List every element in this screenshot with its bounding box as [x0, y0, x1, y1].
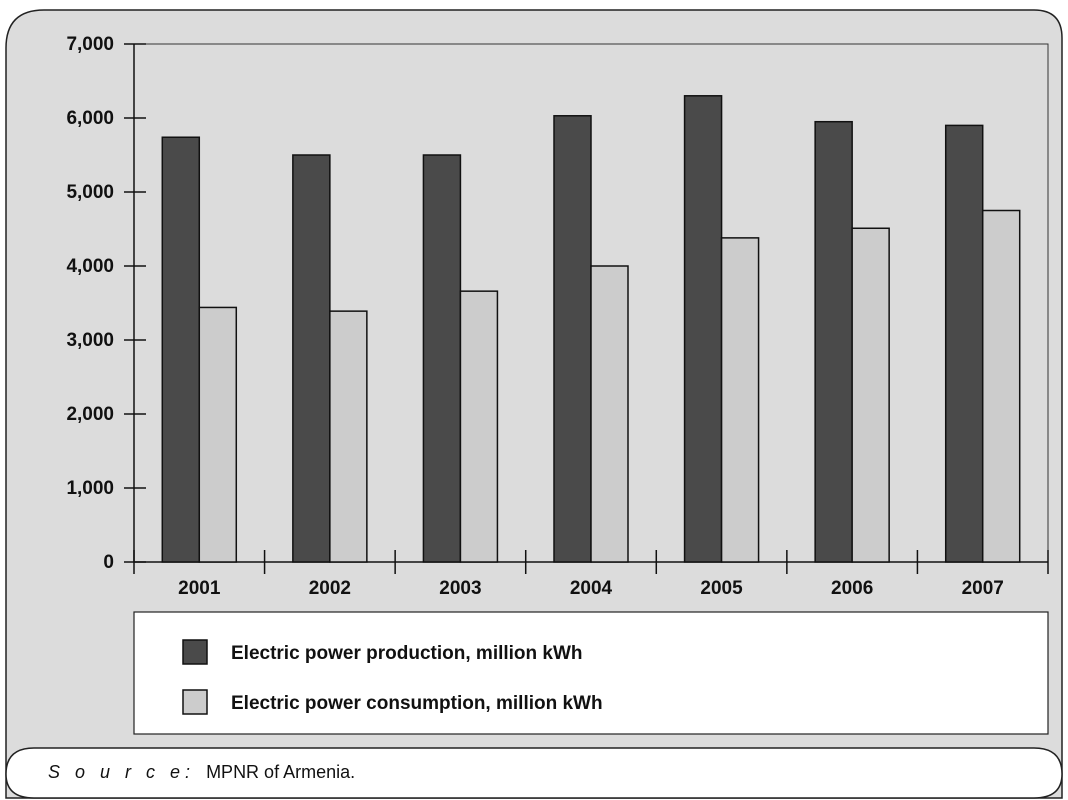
- y-tick-label: 7,000: [66, 34, 114, 55]
- bar-consumption-2001: [198, 306, 238, 563]
- bar-consumption-2007: [981, 209, 1021, 563]
- source-label: S o u r c e:: [48, 762, 196, 782]
- source-text: MPNR of Armenia.: [206, 762, 356, 782]
- legend: Electric power production, million kWh El…: [133, 611, 1049, 735]
- bar-consumption-2005: [720, 237, 760, 563]
- bar-production-2001: [161, 136, 201, 563]
- x-tick-label: 2007: [962, 578, 1004, 599]
- bar-consumption-2003: [459, 290, 499, 563]
- bar-consumption-2002: [329, 310, 368, 563]
- x-tick-label: 2003: [439, 578, 481, 599]
- legend-swatch-consumption: [182, 689, 208, 715]
- legend-label-production: Electric power production, million kWh: [231, 643, 583, 664]
- bar-consumption-2006: [851, 227, 890, 563]
- source-note: S o u r c e: MPNR of Armenia.: [48, 762, 355, 783]
- y-axis: 0 1,000 2,000 3,000 4,000 5,000 6,000 7,000: [66, 34, 146, 573]
- y-tick-label: 1,000: [66, 478, 114, 499]
- y-tick-label: 3,000: [66, 330, 114, 351]
- bar-production-2004: [553, 115, 592, 563]
- x-tick-label: 2006: [831, 578, 873, 599]
- y-tick-label: 2,000: [66, 404, 114, 425]
- y-tick-label: 5,000: [66, 182, 114, 203]
- x-tick-label: 2001: [178, 578, 221, 599]
- legend-label-consumption: Electric power consumption, million kWh: [231, 693, 603, 714]
- x-tick-label: 2005: [700, 578, 743, 599]
- y-tick-label: 4,000: [66, 256, 114, 277]
- bar-consumption-2004: [590, 265, 629, 563]
- y-tick-label: 0: [103, 552, 114, 573]
- x-tick-label: 2002: [309, 578, 351, 599]
- bars: [161, 95, 1021, 563]
- bar-production-2005: [683, 95, 723, 563]
- bar-production-2007: [944, 124, 984, 563]
- bar-production-2003: [422, 154, 462, 563]
- y-tick-label: 6,000: [66, 108, 114, 129]
- legend-box: [133, 611, 1049, 735]
- source-box: [5, 747, 1063, 799]
- bar-production-2006: [814, 120, 853, 563]
- bar-chart: 0 1,000 2,000 3,000 4,000 5,000 6,000 7,000 200…: [66, 34, 1049, 735]
- legend-swatch-production: [182, 639, 208, 665]
- x-tick-label: 2004: [570, 578, 613, 599]
- bar-production-2002: [292, 154, 331, 563]
